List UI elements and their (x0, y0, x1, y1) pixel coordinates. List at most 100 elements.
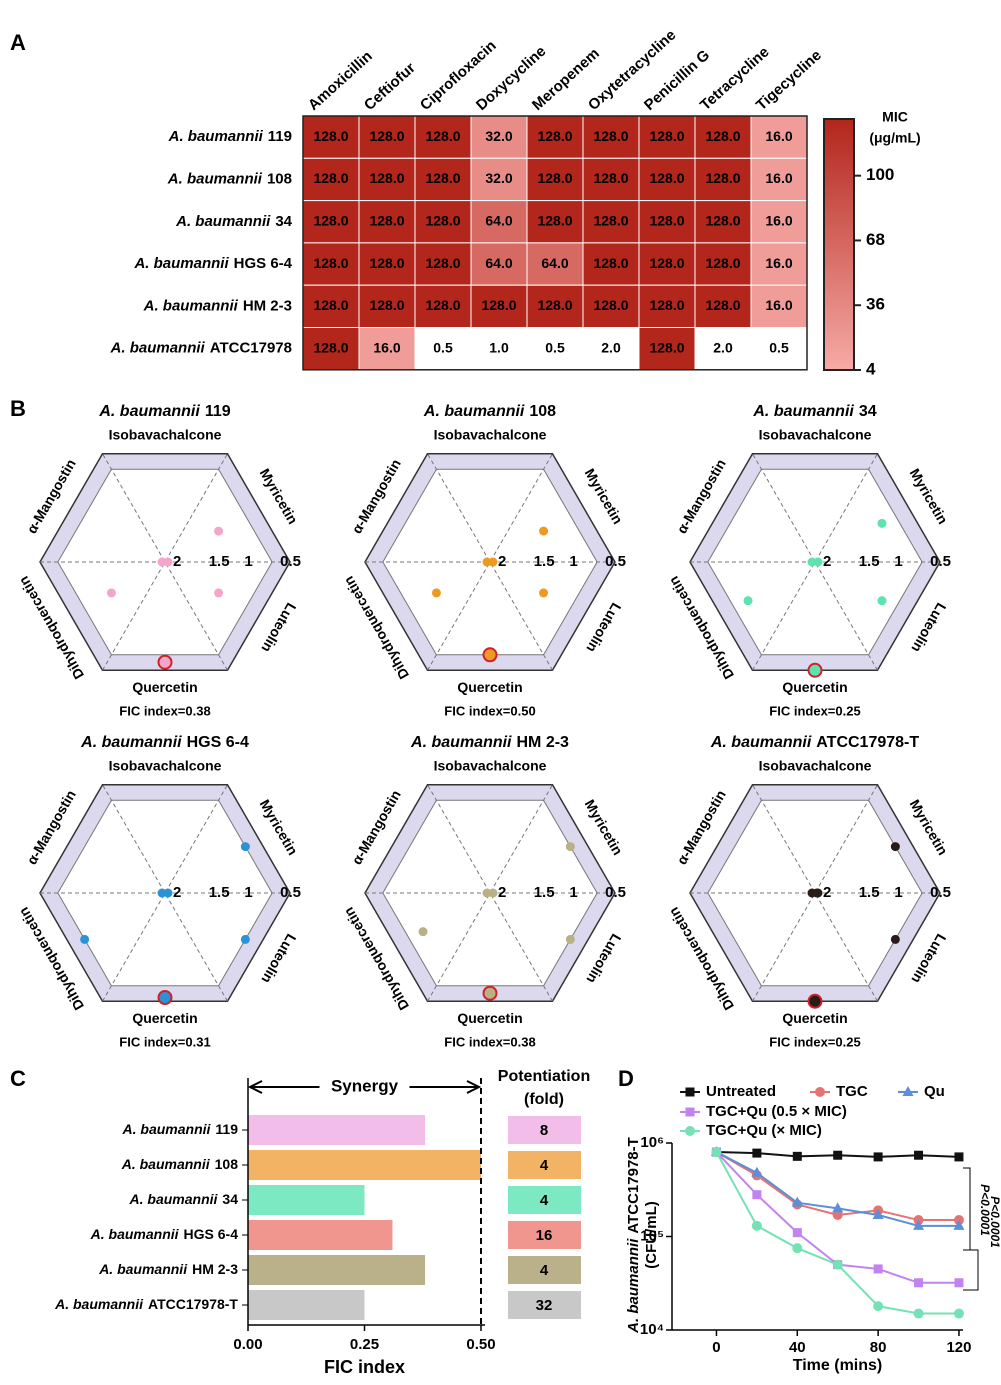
heatmap-cell (582, 242, 640, 286)
heatmap-cell (694, 327, 752, 371)
column-label: Ceftiofur (361, 59, 419, 114)
species: A. baumannii (133, 255, 229, 272)
cell-label: 128.0 (705, 212, 740, 228)
radar-point (565, 934, 575, 944)
cell-label: 128.0 (313, 128, 348, 144)
colorbar-tick-label: 36 (866, 295, 885, 314)
heatmap-cell (694, 157, 752, 202)
row-label: A. baumannii HGS 6-4 (133, 255, 292, 272)
heatmap-cell (414, 284, 472, 329)
cell-label: 128.0 (649, 339, 684, 355)
heatmap-cell (750, 327, 808, 371)
marker (792, 1228, 802, 1238)
radar-axis-label: Isobavachalcone (759, 757, 872, 773)
category-label: A. baumannii 34 (129, 1191, 239, 1207)
panel-label: D (618, 1066, 634, 1091)
marker (872, 1208, 884, 1219)
radar-axis-label: Isobavachalcone (434, 426, 547, 442)
potentiation-value: 8 (540, 1122, 548, 1139)
radar-tick-label: 2 (173, 884, 181, 901)
heatmap-cell (470, 327, 528, 371)
cell-label: 128.0 (537, 212, 572, 228)
heatmap-cell (750, 157, 808, 202)
species: A. baumannii (110, 340, 206, 357)
legend-label: Untreated (706, 1083, 776, 1100)
bar (248, 1185, 365, 1215)
species: A. baumannii (143, 297, 239, 314)
cell-label: 128.0 (593, 212, 628, 228)
marker (791, 1196, 803, 1207)
cell-label: 128.0 (593, 128, 628, 144)
cell-label: 128.0 (537, 128, 572, 144)
species: A. baumannii (54, 1296, 144, 1312)
marker (953, 1308, 964, 1319)
radar-axis-label: Isobavachalcone (109, 757, 222, 773)
radar-tick-label: 0.5 (605, 884, 626, 901)
bar (248, 1290, 365, 1320)
species: A. baumannii (122, 1121, 212, 1137)
radar-axis-label: Quercetin (132, 1010, 197, 1026)
x-tick-label: 0.50 (466, 1336, 495, 1353)
species: A. baumannii (80, 734, 182, 751)
strain: ATCC17978 (210, 340, 292, 357)
cell-label: 128.0 (425, 128, 460, 144)
cell-label: 128.0 (705, 128, 740, 144)
colorbar-tick-label: 4 (866, 359, 876, 378)
radar-point (807, 993, 823, 1009)
heatmap-cell (414, 242, 472, 286)
marker (792, 1243, 803, 1254)
strain: 34 (859, 403, 877, 420)
radar-axis-label: Quercetin (132, 679, 197, 695)
heatmap-cell (470, 284, 528, 329)
fic-annotation: FIC index=0.38 (119, 703, 210, 718)
radar-tick-label: 1 (569, 884, 577, 901)
marker (873, 1264, 883, 1274)
x-tick-label: 40 (789, 1339, 806, 1356)
strain: HGS 6-4 (184, 1226, 239, 1242)
potentiation-box (508, 1151, 581, 1179)
cell-label: 2.0 (713, 339, 733, 355)
potentiation-box (508, 1116, 581, 1144)
heatmap-cell (526, 327, 584, 371)
strain: HGS 6-4 (234, 255, 293, 272)
species: A. baumannii (90, 1226, 180, 1242)
cell-label: 128.0 (369, 297, 404, 313)
radar-point (157, 990, 173, 1006)
colorbar-title: MIC (882, 109, 908, 125)
radar-title: A. baumannii 108 (423, 403, 556, 420)
strain: 119 (215, 1121, 238, 1137)
cell-label: 128.0 (369, 170, 404, 186)
heatmap-cell (302, 200, 360, 244)
radar-tick-label: 0.5 (930, 553, 951, 570)
radar-axis-label: Luteolin (258, 600, 299, 655)
potentiation-box (508, 1221, 581, 1249)
row-label: A. baumannii ATCC17978 (110, 340, 292, 357)
category-label: A. baumannii HM 2-3 (98, 1261, 238, 1277)
cell-label: 128.0 (313, 297, 348, 313)
strain: HGS 6-4 (187, 734, 249, 751)
strain: 108 (267, 170, 292, 187)
radar-point (163, 557, 173, 567)
marker (833, 1150, 843, 1160)
marker (954, 1278, 964, 1288)
radar-point (890, 842, 900, 852)
strain: 108 (529, 403, 556, 420)
radar-axis-label: Luteolin (583, 600, 624, 655)
cell-label: 64.0 (485, 255, 512, 271)
heatmap-cell (358, 157, 416, 202)
radar-point (482, 985, 498, 1001)
fic-annotation: FIC index=0.50 (444, 703, 535, 718)
cell-label: 16.0 (765, 128, 792, 144)
bracket (963, 1167, 971, 1251)
radar-point (482, 647, 498, 663)
strain: 119 (268, 128, 292, 145)
strain: ATCC17978-T (816, 734, 919, 751)
cell-label: 128.0 (649, 255, 684, 271)
radar-axis-label: Luteolin (908, 931, 949, 986)
potentiation-value: 4 (540, 1192, 549, 1209)
cell-label: 0.5 (545, 339, 565, 355)
fic-annotation: FIC index=0.25 (769, 1034, 860, 1049)
marker (751, 1166, 763, 1177)
